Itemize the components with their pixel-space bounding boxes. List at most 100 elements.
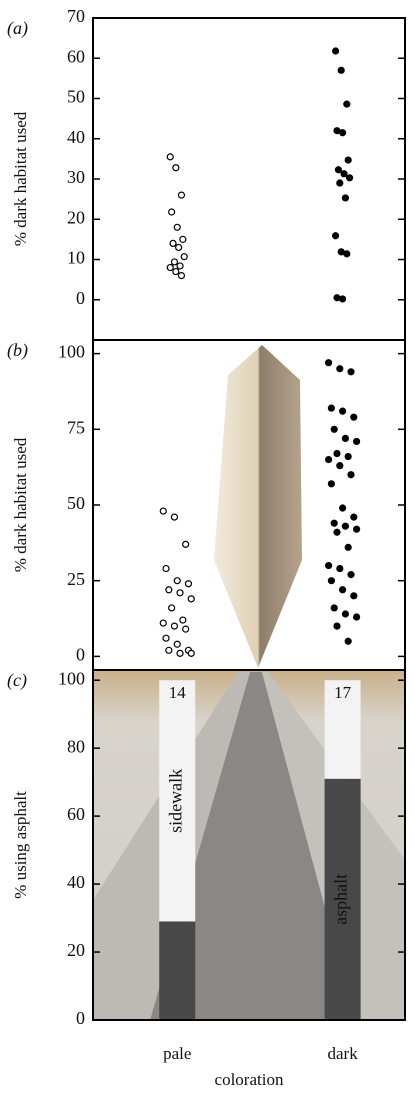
bar-segment bbox=[159, 921, 195, 1020]
point bbox=[334, 623, 340, 629]
y-tick-label: 100 bbox=[58, 668, 85, 688]
y-tick-label: 20 bbox=[67, 940, 85, 960]
point bbox=[354, 614, 360, 620]
point bbox=[166, 647, 172, 653]
y-tick-label: 60 bbox=[67, 804, 85, 824]
point bbox=[342, 195, 348, 201]
point bbox=[342, 435, 348, 441]
point bbox=[169, 605, 175, 611]
point bbox=[170, 240, 176, 246]
point bbox=[341, 171, 347, 177]
point bbox=[169, 209, 175, 215]
point bbox=[188, 596, 194, 602]
y-tick-label: 0 bbox=[76, 288, 85, 308]
point bbox=[178, 192, 184, 198]
y-tick-label: 40 bbox=[67, 872, 85, 892]
panel-label: (c) bbox=[7, 670, 27, 691]
point bbox=[345, 454, 351, 460]
point bbox=[348, 369, 354, 375]
point bbox=[333, 48, 339, 54]
point bbox=[163, 635, 169, 641]
y-tick-label: 20 bbox=[67, 207, 85, 227]
point bbox=[183, 626, 189, 632]
y-tick-label: 75 bbox=[67, 417, 85, 437]
y-tick-label: 40 bbox=[67, 127, 85, 147]
point bbox=[334, 451, 340, 457]
point bbox=[171, 259, 177, 265]
y-tick-label: 25 bbox=[67, 569, 85, 589]
point bbox=[160, 508, 166, 514]
point bbox=[340, 505, 346, 511]
point bbox=[331, 426, 337, 432]
point bbox=[331, 605, 337, 611]
point bbox=[337, 180, 343, 186]
plot-frame bbox=[93, 18, 405, 340]
sample-size: 14 bbox=[169, 683, 187, 702]
y-tick-label: 100 bbox=[58, 342, 85, 362]
panel-label: (a) bbox=[7, 18, 28, 39]
y-tick-label: 80 bbox=[67, 736, 85, 756]
point bbox=[338, 67, 344, 73]
point bbox=[337, 463, 343, 469]
y-tick-label: 30 bbox=[67, 167, 85, 187]
point bbox=[351, 414, 357, 420]
page: 010203040506070% dark habitat used(a)025… bbox=[0, 0, 414, 1095]
point bbox=[340, 408, 346, 414]
point bbox=[326, 360, 332, 366]
point bbox=[342, 611, 348, 617]
y-tick-label: 0 bbox=[76, 645, 85, 665]
point bbox=[171, 623, 177, 629]
point bbox=[345, 544, 351, 550]
segment-label: sidewalk bbox=[165, 769, 185, 833]
point bbox=[340, 296, 346, 302]
point bbox=[334, 529, 340, 535]
sample-size: 17 bbox=[334, 683, 352, 702]
point bbox=[328, 481, 334, 487]
point bbox=[166, 587, 172, 593]
point bbox=[174, 578, 180, 584]
point bbox=[167, 154, 173, 160]
point bbox=[188, 650, 194, 656]
point bbox=[163, 566, 169, 572]
point bbox=[173, 165, 179, 171]
point bbox=[167, 265, 173, 271]
point bbox=[347, 175, 353, 181]
point bbox=[177, 263, 183, 269]
point bbox=[354, 438, 360, 444]
point bbox=[351, 514, 357, 520]
point bbox=[177, 590, 183, 596]
point bbox=[183, 541, 189, 547]
x-axis-label: coloration bbox=[215, 1070, 284, 1089]
point bbox=[173, 269, 179, 275]
y-axis-label: % dark habitat used bbox=[11, 111, 30, 246]
point bbox=[337, 366, 343, 372]
point bbox=[348, 472, 354, 478]
y-tick-label: 60 bbox=[67, 46, 85, 66]
point bbox=[180, 236, 186, 242]
x-tick-label: pale bbox=[163, 1044, 191, 1063]
segment-label: asphalt bbox=[331, 874, 351, 925]
point bbox=[160, 620, 166, 626]
insect-photo bbox=[214, 345, 302, 668]
point bbox=[345, 157, 351, 163]
point bbox=[340, 130, 346, 136]
point bbox=[342, 523, 348, 529]
point bbox=[328, 578, 334, 584]
point bbox=[177, 650, 183, 656]
y-tick-label: 70 bbox=[67, 6, 85, 26]
point bbox=[174, 641, 180, 647]
figure: 010203040506070% dark habitat used(a)025… bbox=[0, 0, 414, 1095]
point bbox=[174, 224, 180, 230]
y-tick-label: 50 bbox=[67, 493, 85, 513]
point bbox=[185, 581, 191, 587]
point bbox=[334, 295, 340, 301]
point bbox=[178, 273, 184, 279]
point bbox=[180, 617, 186, 623]
point bbox=[344, 251, 350, 257]
point bbox=[326, 457, 332, 463]
y-axis-label: % using asphalt bbox=[11, 791, 30, 899]
point bbox=[331, 520, 337, 526]
y-tick-label: 50 bbox=[67, 87, 85, 107]
point bbox=[171, 514, 177, 520]
y-tick-label: 0 bbox=[76, 1008, 85, 1028]
